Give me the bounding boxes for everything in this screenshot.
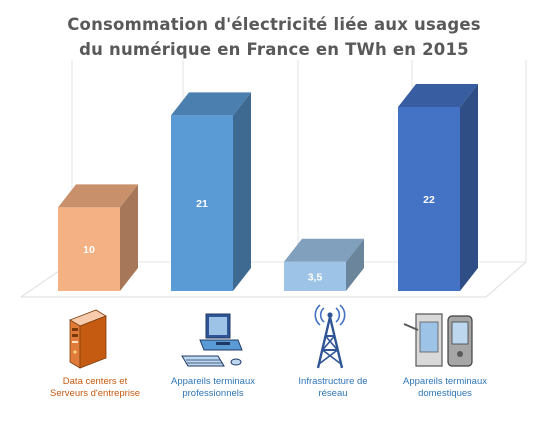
bar-top bbox=[58, 184, 138, 208]
chart-title-line-2: du numérique en France en TWh en 2015 bbox=[79, 40, 469, 59]
bar-side bbox=[233, 92, 251, 291]
category-caption-line: réseau bbox=[318, 388, 348, 399]
bar-side bbox=[346, 238, 364, 291]
category-caption-line: Data centers et bbox=[62, 376, 128, 387]
bar-side bbox=[120, 184, 138, 291]
radio-tower-icon bbox=[310, 302, 350, 377]
category-caption-network: Infrastructure de réseau bbox=[268, 376, 398, 400]
floor-right-edge bbox=[485, 261, 527, 298]
bar-3: 3,5 bbox=[284, 238, 364, 291]
category-caption-data-centers: Data centers et Serveurs d'entreprise bbox=[30, 376, 160, 400]
data-label: 22 bbox=[423, 194, 435, 206]
bar-front bbox=[398, 107, 460, 291]
category-caption-pro-devices: Appareils terminaux professionnels bbox=[148, 376, 278, 400]
bar-top bbox=[398, 84, 478, 107]
server-tower-icon bbox=[68, 308, 108, 377]
chart-title-line-1: Consommation d'électricité liée aux usag… bbox=[67, 15, 481, 34]
chart-title: Consommation d'électricité liée aux usag… bbox=[0, 12, 548, 62]
category-caption-line: Appareils terminaux bbox=[403, 376, 487, 387]
category-caption-line: Infrastructure de bbox=[298, 376, 368, 387]
category-caption-line: Serveurs d'entreprise bbox=[50, 388, 140, 399]
bar-2: 21 bbox=[171, 92, 251, 291]
mobile-devices-icon bbox=[402, 310, 482, 375]
bars-group: 10 21 3,5 22 bbox=[58, 84, 478, 291]
data-label: 21 bbox=[196, 198, 208, 210]
bar-front bbox=[171, 115, 233, 291]
desktop-computer-icon bbox=[180, 312, 248, 375]
bar-front bbox=[58, 207, 120, 291]
data-label: 10 bbox=[83, 244, 95, 256]
category-caption-line: Appareils terminaux bbox=[171, 376, 255, 387]
category-caption-line: domestiques bbox=[418, 388, 472, 399]
category-caption-home-devices: Appareils terminaux domestiques bbox=[380, 376, 510, 400]
bar-front bbox=[284, 261, 346, 291]
data-label: 3,5 bbox=[308, 271, 323, 283]
bar-top bbox=[284, 238, 364, 262]
bar-1: 10 bbox=[58, 184, 138, 291]
bar-top bbox=[171, 92, 251, 116]
bar-4: 22 bbox=[398, 84, 478, 291]
category-caption-line: professionnels bbox=[182, 388, 244, 399]
bar-side bbox=[460, 84, 478, 291]
